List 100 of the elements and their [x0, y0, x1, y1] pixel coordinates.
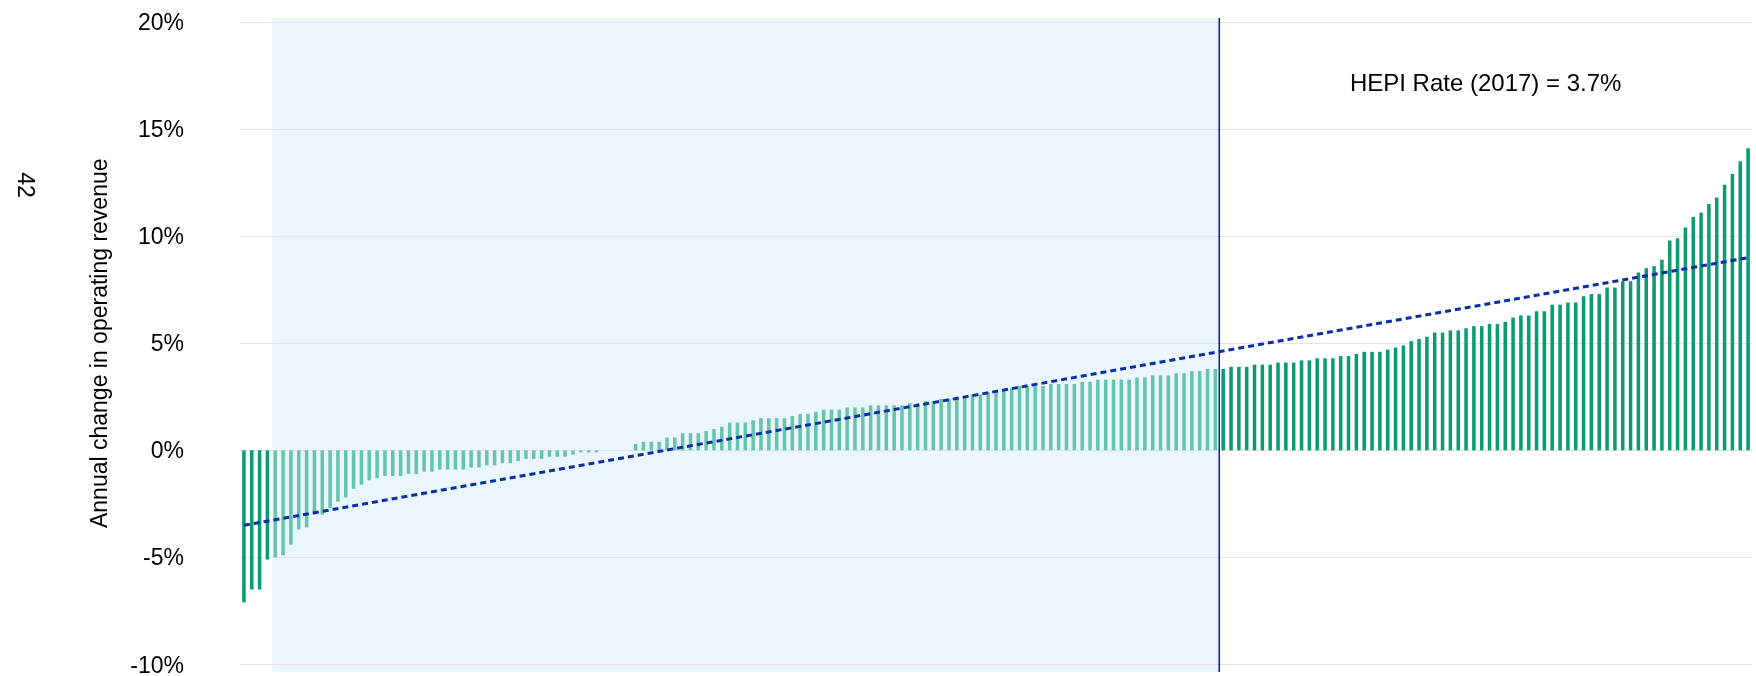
- bar: [383, 450, 387, 477]
- bar: [1409, 341, 1413, 451]
- bar: [563, 450, 567, 457]
- bar: [1707, 204, 1711, 451]
- bar: [1746, 148, 1750, 451]
- bar: [1362, 351, 1366, 451]
- bar: [1714, 197, 1719, 451]
- bar: [1667, 240, 1672, 451]
- bar: [1221, 368, 1225, 451]
- bar: [539, 450, 544, 459]
- bar: [1127, 379, 1131, 451]
- bar: [1519, 315, 1523, 451]
- bar: [344, 450, 348, 498]
- bar: [289, 450, 293, 545]
- bar: [759, 418, 763, 451]
- y-tick-label: 5%: [150, 330, 184, 357]
- bar: [375, 450, 379, 479]
- bar: [1088, 381, 1092, 451]
- bar: [1558, 304, 1562, 451]
- bar: [665, 437, 669, 451]
- bar: [571, 450, 575, 455]
- bar: [469, 450, 473, 468]
- bar: [1049, 383, 1053, 451]
- bar: [1229, 366, 1233, 451]
- bar: [485, 450, 489, 466]
- bar: [296, 450, 301, 530]
- bar: [516, 450, 520, 462]
- bar: [320, 450, 325, 515]
- bar: [1652, 266, 1656, 451]
- bar: [242, 450, 246, 603]
- bar: [712, 428, 716, 451]
- y-tick-label: 10%: [137, 223, 184, 250]
- bar: [1738, 161, 1743, 451]
- y-tick-label: 20%: [137, 9, 184, 35]
- y-tick-label: -5%: [143, 544, 184, 571]
- bar: [814, 411, 818, 451]
- bar: [751, 420, 755, 451]
- bar: [1597, 293, 1601, 451]
- bar: [1644, 268, 1648, 451]
- y-axis-title: Annual change in operating revenue: [85, 158, 112, 529]
- bar: [892, 405, 896, 451]
- bar: [430, 450, 434, 472]
- annotation: HEPI Rate (2017) = 3.7%: [1349, 68, 1622, 96]
- bar: [1691, 216, 1696, 451]
- bar: [555, 450, 560, 457]
- bar: [1550, 304, 1554, 451]
- bar: [328, 450, 332, 509]
- bar: [1284, 362, 1288, 451]
- bar: [422, 450, 426, 472]
- bar: [1456, 330, 1460, 451]
- bar: [1417, 338, 1421, 451]
- bar: [1605, 287, 1609, 451]
- bar: [939, 398, 943, 451]
- bar: [1041, 386, 1045, 451]
- bar: [1190, 371, 1194, 451]
- bar: [1425, 336, 1429, 451]
- bar: [673, 437, 677, 451]
- bar: [1378, 351, 1382, 451]
- bar: [908, 403, 912, 451]
- bar: [1276, 362, 1280, 451]
- bar: [1472, 326, 1476, 451]
- bar: [798, 413, 802, 451]
- bar: [1096, 379, 1100, 451]
- bar: [477, 450, 481, 468]
- bar: [249, 450, 254, 590]
- bar: [986, 392, 990, 451]
- bar: [861, 407, 865, 451]
- bar: [1331, 358, 1335, 451]
- bar: [900, 405, 904, 451]
- bar: [273, 450, 278, 558]
- bar: [438, 450, 442, 470]
- y-tick-label: 0%: [150, 437, 184, 464]
- bar: [1464, 328, 1468, 451]
- bar: [1033, 386, 1037, 451]
- bar: [1613, 287, 1617, 451]
- bar: [579, 450, 583, 453]
- bar: [994, 392, 998, 451]
- bar: [1511, 317, 1515, 451]
- bar: [1699, 212, 1703, 451]
- y-tick-label: 15%: [137, 116, 184, 143]
- bar: [1182, 373, 1186, 451]
- bar: [547, 450, 552, 457]
- bar: [806, 413, 810, 451]
- bar: [1315, 358, 1319, 451]
- bar: [1268, 364, 1272, 451]
- bar: [657, 441, 661, 451]
- bar: [947, 398, 951, 451]
- text: 42: [13, 172, 39, 198]
- bar: [1143, 377, 1147, 451]
- bar: [1323, 358, 1327, 451]
- bar: [1503, 321, 1507, 451]
- bar: [1135, 377, 1139, 451]
- bar: [767, 418, 771, 451]
- y-tick-label: -10%: [130, 651, 184, 676]
- bar: [845, 407, 849, 451]
- bar: [336, 450, 340, 502]
- bar: [704, 431, 708, 451]
- bar: [1566, 302, 1570, 451]
- bar: [532, 450, 536, 459]
- bar: [853, 407, 857, 451]
